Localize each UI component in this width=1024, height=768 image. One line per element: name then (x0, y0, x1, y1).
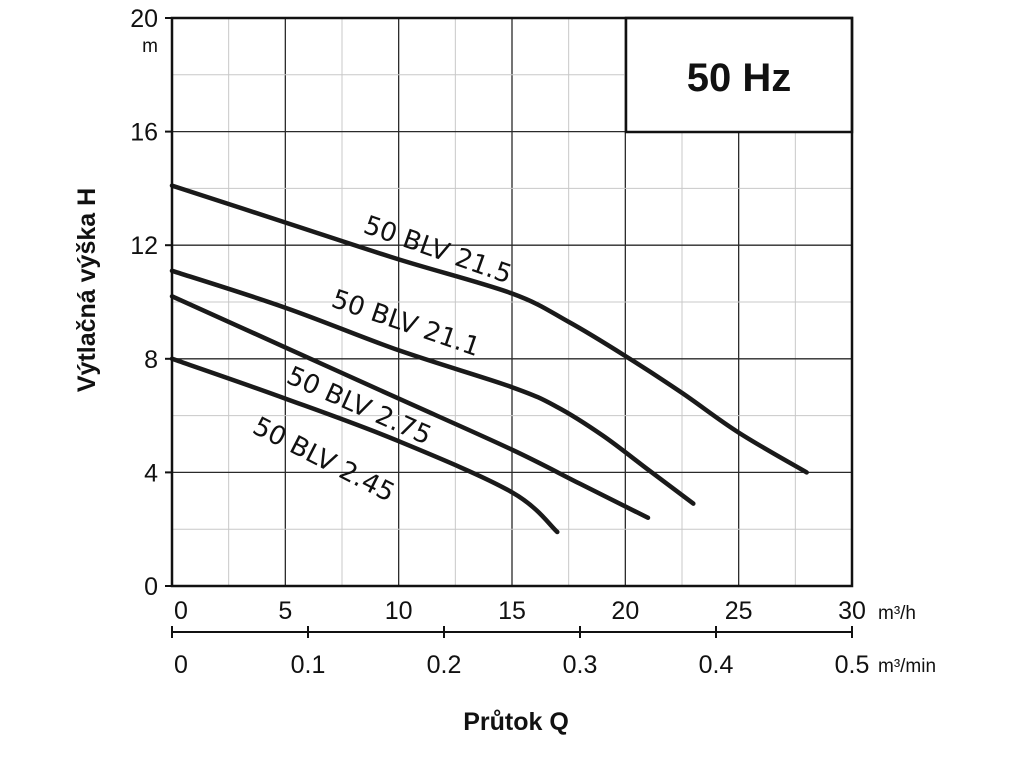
series-line (169, 294, 651, 521)
x-axis-secondary: 0 0.1 0.2 0.3 0.4 0.5 (171, 626, 870, 679)
plot-frame (170, 16, 854, 588)
x-tick-label-primary: 15 (498, 597, 526, 625)
series-label: 50 BLV 21.5 (360, 210, 516, 290)
x-tick-label-primary: 20 (611, 597, 639, 625)
y-tick-label: 16 (130, 119, 158, 147)
x-tick-label-primary: 30 (838, 597, 866, 625)
y-tick-label: 20 (130, 5, 158, 33)
y-tick-label: 0 (144, 573, 158, 601)
x-tick-label-primary: 0 (174, 597, 188, 625)
y-tick-label: 4 (144, 459, 158, 487)
x-unit-primary: m³/h (878, 603, 916, 624)
x-tick-label-primary: 5 (278, 597, 292, 625)
frequency-label: 50 Hz (687, 56, 792, 100)
series-line (169, 268, 696, 506)
x-tick-label-primary: 25 (725, 597, 753, 625)
x-tick-label-secondary: 0.1 (291, 651, 326, 679)
y-tick-label: 8 (144, 346, 158, 374)
x-tick-label-primary: 10 (385, 597, 413, 625)
y-axis: 0 4 8 12 16 20 (130, 5, 172, 601)
frequency-box (624, 16, 854, 134)
x-axis-title: Průtok Q (463, 708, 569, 736)
x-tick-label-secondary: 0.4 (699, 651, 734, 679)
series-line (169, 183, 809, 475)
y-axis-title: Výtlačná výška H (73, 188, 101, 392)
x-unit-secondary: m³/min (878, 656, 936, 677)
x-tick-label-secondary: 0.2 (427, 651, 462, 679)
x-tick-label-secondary: 0.5 (835, 651, 870, 679)
y-tick-label: 12 (130, 232, 158, 260)
x-axis-primary: 0 5 10 15 20 25 30 (174, 597, 866, 625)
series-line (169, 356, 560, 535)
y-unit-label: m (142, 36, 158, 57)
x-tick-label-secondary: 0.3 (563, 651, 598, 679)
x-tick-label-secondary: 0 (174, 651, 188, 679)
